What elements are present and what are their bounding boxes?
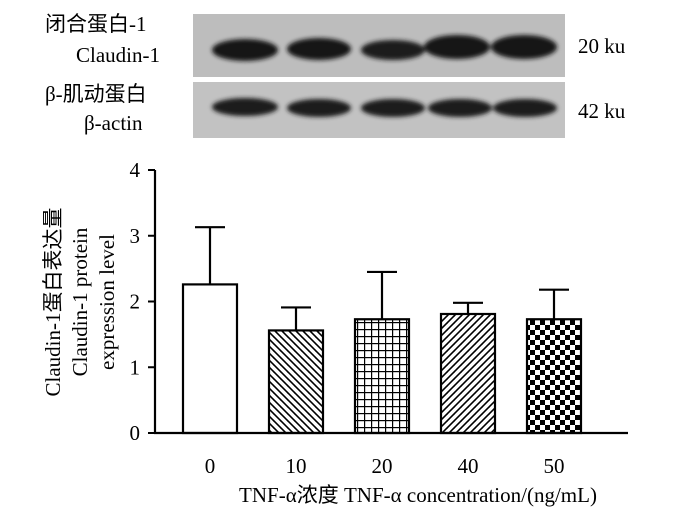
bar xyxy=(525,318,583,435)
x-tick-label: 0 xyxy=(205,454,216,478)
bar xyxy=(353,318,411,435)
y-tick-label: 3 xyxy=(130,224,141,248)
blot-section: 闭合蛋白-1 Claudin-1 20 ku β-肌动蛋白 β-actin 42… xyxy=(45,12,626,138)
x-axis-title: TNF-α浓度 TNF-α concentration/(ng/mL) xyxy=(239,483,597,507)
y-tick-label: 2 xyxy=(130,290,141,314)
bar xyxy=(267,329,325,435)
actin-band xyxy=(212,98,278,116)
bar xyxy=(181,283,239,435)
bar xyxy=(439,312,497,435)
x-tick-label: 20 xyxy=(372,454,393,478)
x-tick-label: 40 xyxy=(458,454,479,478)
y-tick-label: 4 xyxy=(130,158,141,182)
blot-size-1: 20 ku xyxy=(578,34,626,58)
blot-label-cn-2: β-肌动蛋白 xyxy=(45,82,147,106)
actin-band xyxy=(361,99,425,117)
claudin-band xyxy=(361,40,425,60)
actin-bands xyxy=(212,98,557,117)
blot-label-en-1: Claudin-1 xyxy=(76,43,160,67)
y-axis-title-line-2: Claudin-1 protein xyxy=(68,227,92,376)
claudin-bands xyxy=(212,35,557,61)
y-axis-title-line-1: Claudin-1蛋白表达量 xyxy=(41,208,65,397)
actin-band xyxy=(428,99,492,117)
plot-area: 0 10 20 40 50 0 1 2 3 4 xyxy=(130,158,628,478)
blot-label-cn-1: 闭合蛋白-1 xyxy=(45,12,147,36)
blot-size-2: 42 ku xyxy=(578,99,626,123)
claudin-band xyxy=(212,39,278,61)
y-axis-title: Claudin-1蛋白表达量 Claudin-1 protein express… xyxy=(41,208,119,397)
claudin-band xyxy=(491,35,557,59)
claudin-band xyxy=(287,38,351,60)
actin-band xyxy=(287,99,351,117)
y-tick-label: 1 xyxy=(130,355,141,379)
x-tick-label: 50 xyxy=(544,454,565,478)
x-tick-label: 10 xyxy=(286,454,307,478)
blot-label-en-2: β-actin xyxy=(84,111,143,135)
claudin-band xyxy=(424,35,490,59)
actin-band xyxy=(493,99,557,117)
y-tick-label: 0 xyxy=(130,421,141,445)
y-axis-title-line-3: expression level xyxy=(95,234,119,370)
